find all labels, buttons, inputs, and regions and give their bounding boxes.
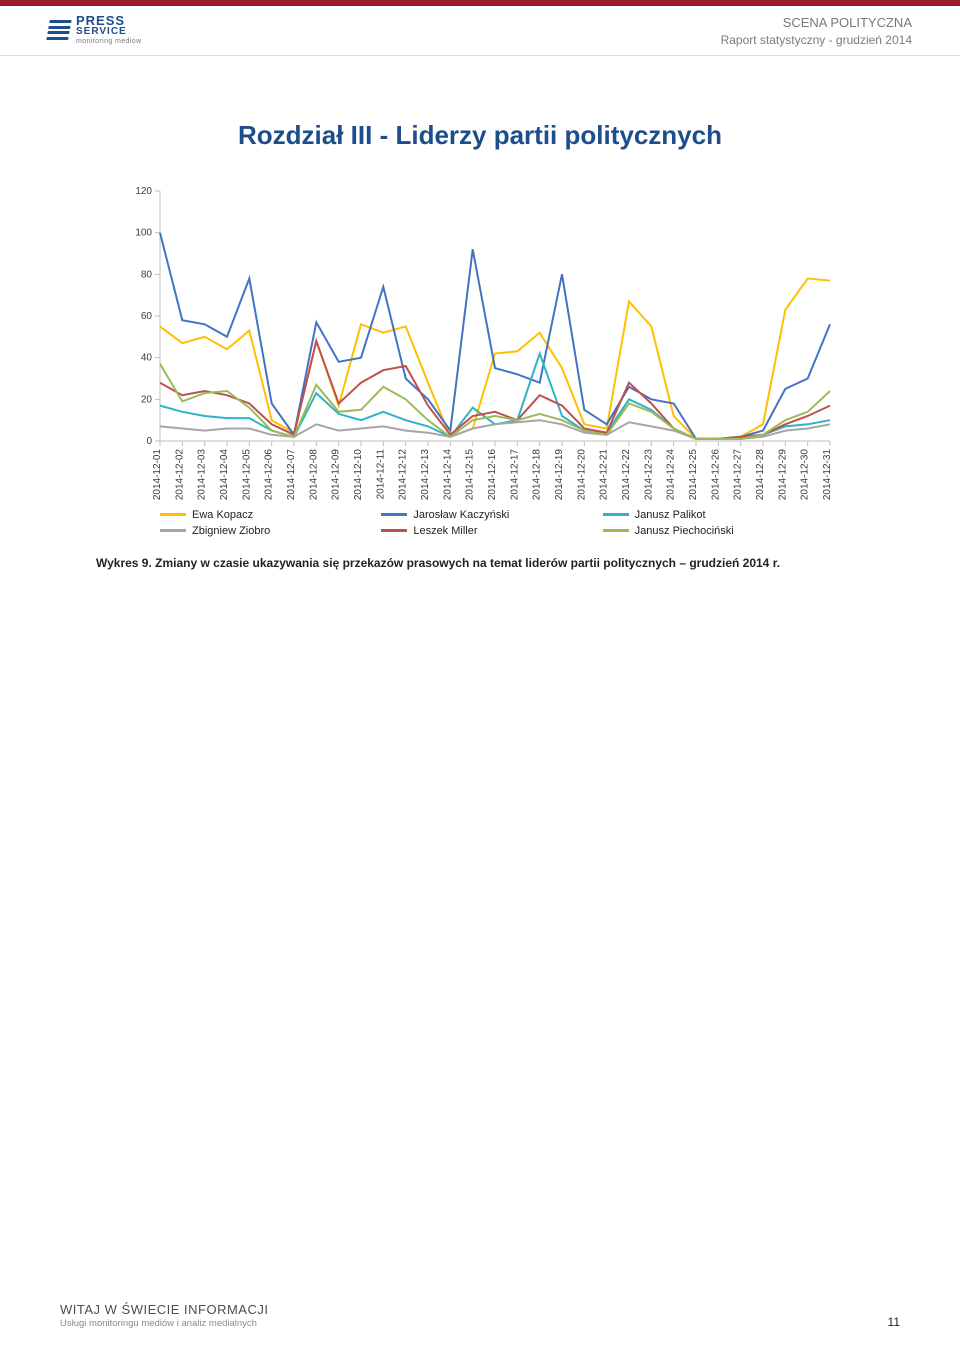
legend-swatch — [160, 529, 186, 532]
legend-item: Ewa Kopacz — [160, 509, 357, 521]
caption-text: Wykres 9. Zmiany w czasie ukazywania się… — [96, 556, 780, 570]
legend-item: Janusz Palikot — [603, 509, 800, 521]
svg-text:2014-12-18: 2014-12-18 — [532, 449, 543, 501]
svg-text:80: 80 — [141, 269, 153, 280]
content: Rozdział III - Liderzy partii polityczny… — [0, 56, 960, 575]
svg-text:2014-12-24: 2014-12-24 — [666, 449, 677, 501]
svg-text:2014-12-19: 2014-12-19 — [554, 449, 565, 501]
logo-text: PRESS SERVICE monitoring mediów — [76, 14, 142, 45]
svg-text:2014-12-13: 2014-12-13 — [420, 449, 431, 501]
logo-mark-icon — [46, 20, 71, 40]
svg-text:2014-12-03: 2014-12-03 — [197, 449, 208, 501]
footer-left: WITAJ W ŚWIECIE INFORMACJI Usługi monito… — [60, 1302, 268, 1329]
svg-text:2014-12-20: 2014-12-20 — [576, 449, 587, 501]
legend-label: Zbigniew Ziobro — [192, 525, 270, 537]
svg-text:40: 40 — [141, 353, 153, 364]
svg-text:2014-12-09: 2014-12-09 — [331, 449, 342, 501]
legend-swatch — [160, 513, 186, 516]
svg-text:2014-12-25: 2014-12-25 — [688, 449, 699, 501]
report-subtitle: Raport statystyczny - grudzień 2014 — [721, 32, 912, 49]
page-header: PRESS SERVICE monitoring mediów SCENA PO… — [0, 6, 960, 56]
legend-label: Janusz Palikot — [635, 509, 706, 521]
svg-text:2014-12-27: 2014-12-27 — [733, 449, 744, 501]
svg-text:2014-12-23: 2014-12-23 — [643, 449, 654, 501]
page-footer: WITAJ W ŚWIECIE INFORMACJI Usługi monito… — [0, 1302, 960, 1329]
header-right: SCENA POLITYCZNA Raport statystyczny - g… — [721, 14, 912, 49]
svg-text:2014-12-06: 2014-12-06 — [264, 449, 275, 501]
svg-text:0: 0 — [146, 436, 152, 447]
svg-text:2014-12-17: 2014-12-17 — [509, 449, 520, 501]
legend-swatch — [603, 513, 629, 516]
chapter-title: Rozdział III - Liderzy partii polityczny… — [96, 120, 864, 151]
svg-text:2014-12-14: 2014-12-14 — [442, 449, 453, 501]
legend-swatch — [381, 529, 407, 532]
svg-text:2014-12-30: 2014-12-30 — [800, 449, 811, 501]
legend-label: Janusz Piechociński — [635, 525, 734, 537]
svg-text:2014-12-08: 2014-12-08 — [308, 449, 319, 501]
legend-item: Jarosław Kaczyński — [381, 509, 578, 521]
svg-text:2014-12-16: 2014-12-16 — [487, 449, 498, 501]
svg-text:2014-12-22: 2014-12-22 — [621, 449, 632, 501]
svg-text:2014-12-01: 2014-12-01 — [152, 449, 163, 501]
svg-text:2014-12-10: 2014-12-10 — [353, 449, 364, 501]
logo-line2: SERVICE — [76, 27, 142, 37]
svg-text:2014-12-04: 2014-12-04 — [219, 449, 230, 501]
svg-text:60: 60 — [141, 311, 153, 322]
svg-text:120: 120 — [135, 186, 152, 197]
legend-swatch — [603, 529, 629, 532]
svg-text:2014-12-28: 2014-12-28 — [755, 449, 766, 501]
legend-item: Janusz Piechociński — [603, 525, 800, 537]
legend-label: Ewa Kopacz — [192, 509, 253, 521]
footer-subtitle: Usługi monitoringu mediów i analiz media… — [60, 1318, 268, 1329]
legend-item: Leszek Miller — [381, 525, 578, 537]
page-number: 11 — [888, 1315, 900, 1329]
logo: PRESS SERVICE monitoring mediów — [48, 14, 142, 45]
svg-text:2014-12-21: 2014-12-21 — [599, 449, 610, 501]
svg-text:2014-12-02: 2014-12-02 — [174, 449, 185, 501]
chart-legend: Ewa Kopacz Jarosław Kaczyński Janusz Palik… — [160, 509, 800, 537]
svg-text:2014-12-15: 2014-12-15 — [465, 449, 476, 501]
svg-text:2014-12-26: 2014-12-26 — [710, 449, 721, 501]
svg-text:2014-12-31: 2014-12-31 — [822, 449, 833, 501]
logo-line3: monitoring mediów — [76, 38, 142, 45]
legend-item: Zbigniew Ziobro — [160, 525, 357, 537]
legend-swatch — [381, 513, 407, 516]
line-chart: 0 20 40 60 80 100 120 2014-12-01 2014-12-02 2014-… — [120, 181, 840, 501]
chart-caption: Wykres 9. Zmiany w czasie ukazywania się… — [96, 551, 864, 575]
svg-text:2014-12-29: 2014-12-29 — [777, 449, 788, 501]
svg-text:20: 20 — [141, 394, 153, 405]
footer-title: WITAJ W ŚWIECIE INFORMACJI — [60, 1302, 268, 1317]
svg-text:100: 100 — [135, 228, 152, 239]
section-title: SCENA POLITYCZNA — [721, 14, 912, 32]
svg-text:2014-12-05: 2014-12-05 — [241, 449, 252, 501]
chart-container: 0 20 40 60 80 100 120 2014-12-01 2014-12-02 2014-… — [120, 181, 840, 537]
svg-text:2014-12-12: 2014-12-12 — [398, 449, 409, 501]
svg-text:2014-12-07: 2014-12-07 — [286, 449, 297, 501]
svg-text:2014-12-11: 2014-12-11 — [375, 449, 386, 500]
legend-label: Jarosław Kaczyński — [413, 509, 509, 521]
legend-label: Leszek Miller — [413, 525, 477, 537]
